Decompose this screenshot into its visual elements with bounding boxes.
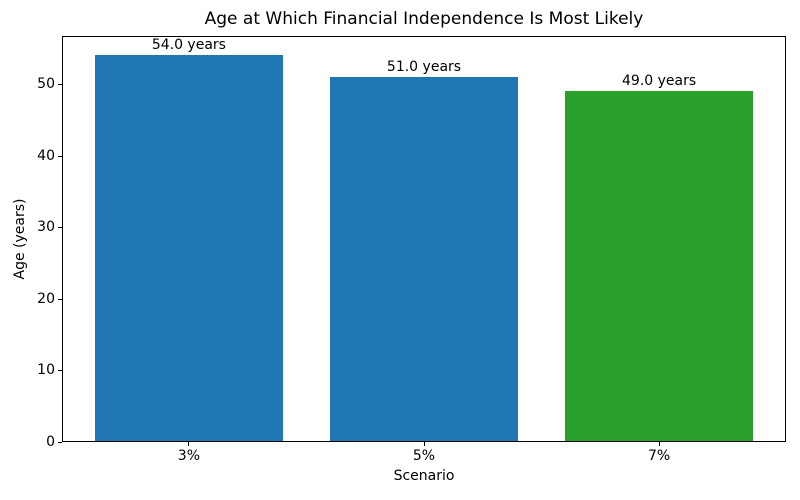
bar-value-label: 51.0 years: [386, 58, 462, 75]
x-tick-label: 7%: [647, 448, 671, 464]
x-axis-label: Scenario: [393, 468, 455, 484]
y-tick-mark: [58, 442, 62, 443]
bar-3%: [94, 55, 283, 442]
bar-5%: [330, 76, 519, 442]
bar-value-label: 54.0 years: [151, 37, 226, 54]
y-tick-label: 0: [46, 434, 55, 450]
x-tick-label: 5%: [412, 448, 436, 464]
chart-title: Age at Which Financial Independence Is M…: [204, 9, 644, 29]
y-tick-mark: [58, 155, 62, 157]
x-tick-mark: [658, 442, 660, 446]
y-tick-label: 20: [37, 290, 55, 307]
x-tick-label: 3%: [177, 448, 200, 464]
y-tick-label: 30: [37, 219, 55, 236]
y-axis-label: Age (years): [12, 198, 28, 280]
bar-value-label: 49.0 years: [622, 73, 697, 90]
y-tick-mark: [58, 227, 62, 229]
y-tick-label: 40: [37, 147, 55, 164]
y-tick-label: 50: [37, 76, 55, 92]
bar-7%: [565, 91, 754, 442]
x-tick-mark: [188, 442, 190, 446]
y-tick-mark: [58, 298, 62, 300]
y-tick-mark: [58, 370, 62, 372]
x-tick-mark: [423, 442, 425, 446]
y-tick-mark: [58, 84, 62, 85]
y-tick-label: 10: [37, 362, 55, 379]
